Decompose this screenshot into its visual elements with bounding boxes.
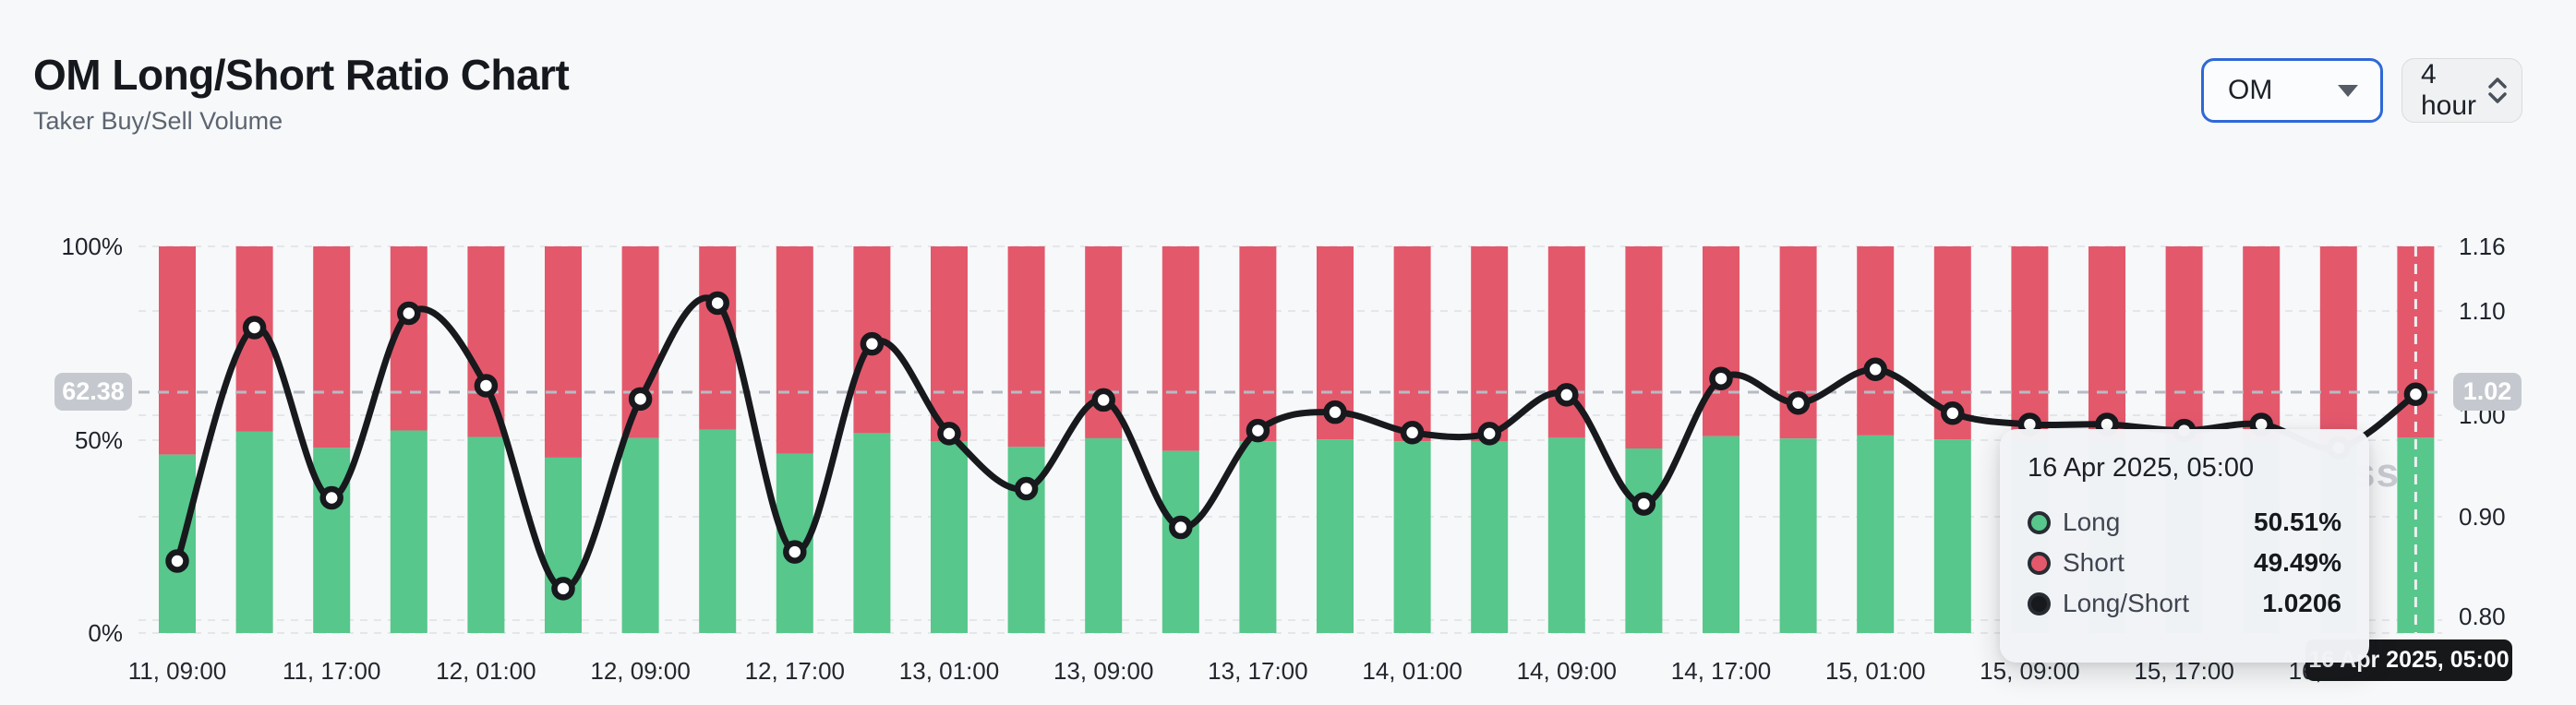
- bar-15, 01:00[interactable]: [1857, 246, 1895, 633]
- left-axis-labels: 100% 50% 0%: [62, 233, 124, 647]
- svg-text:11, 17:00: 11, 17:00: [283, 657, 381, 685]
- svg-text:12, 01:00: 12, 01:00: [436, 657, 536, 685]
- svg-text:0.80: 0.80: [2459, 603, 2506, 630]
- bar-13, 09:00[interactable]: [1085, 246, 1123, 633]
- crosshair-left-badge: 62.38: [54, 373, 132, 411]
- bar-14, 09:00[interactable]: [1547, 246, 1585, 633]
- bar-14, 13:00[interactable]: [1625, 246, 1663, 633]
- crosshair-right-badge: 1.02: [2453, 373, 2522, 411]
- series-dot-icon: [2028, 510, 2051, 534]
- svg-text:12, 09:00: 12, 09:00: [590, 657, 690, 685]
- svg-text:14, 09:00: 14, 09:00: [1517, 657, 1617, 685]
- bar-14, 21:00[interactable]: [1779, 246, 1817, 633]
- bar-14, 05:00[interactable]: [1471, 246, 1509, 633]
- chart-controls: OM 4 hour: [2201, 58, 2522, 123]
- bar-13, 01:00[interactable]: [931, 246, 968, 633]
- series-dot-icon: [2028, 591, 2051, 615]
- bar-13, 21:00[interactable]: [1317, 246, 1354, 633]
- chevron-up-icon: [2488, 78, 2507, 89]
- tooltip-series-value: 49.49%: [2254, 548, 2341, 577]
- svg-text:13, 09:00: 13, 09:00: [1053, 657, 1153, 685]
- interval-select[interactable]: 4 hour: [2401, 58, 2522, 123]
- bar-11, 17:00[interactable]: [313, 246, 351, 633]
- tooltip-series-value: 1.0206: [2262, 589, 2341, 617]
- svg-text:0.90: 0.90: [2459, 503, 2506, 531]
- bar-12, 05:00[interactable]: [545, 246, 582, 633]
- bar-12, 01:00[interactable]: [467, 246, 505, 633]
- bar-13, 05:00[interactable]: [1007, 246, 1045, 633]
- bar-15, 05:00[interactable]: [1933, 246, 1971, 633]
- chevron-down-icon: [2338, 84, 2358, 97]
- symbol-select[interactable]: OM: [2201, 58, 2383, 123]
- right-axis-labels: 1.161.101.000.900.80: [2459, 233, 2506, 630]
- tooltip-series-label: Long/Short: [2063, 589, 2189, 617]
- svg-text:14, 01:00: 14, 01:00: [1362, 657, 1462, 685]
- chart-tooltip: 16 Apr 2025, 05:00 Long 50.51% Short 49.49%…: [2000, 429, 2369, 663]
- bar-12, 21:00[interactable]: [853, 246, 891, 633]
- svg-text:50%: 50%: [75, 426, 123, 454]
- svg-text:15, 01:00: 15, 01:00: [1825, 657, 1925, 685]
- tooltip-row: Short 49.49%: [2028, 548, 2341, 578]
- chevron-down-icon: [2488, 92, 2507, 103]
- svg-text:13, 17:00: 13, 17:00: [1208, 657, 1307, 685]
- bar-13, 17:00[interactable]: [1239, 246, 1277, 633]
- ratio-points: [165, 291, 2428, 601]
- bar-11, 09:00[interactable]: [159, 246, 196, 633]
- svg-text:1.10: 1.10: [2459, 297, 2506, 325]
- symbol-select-value: OM: [2228, 75, 2273, 105]
- series-dot-icon: [2028, 551, 2051, 575]
- tooltip-row: Long/Short 1.0206: [2028, 589, 2341, 618]
- bar-13, 13:00[interactable]: [1162, 246, 1199, 633]
- tooltip-series-value: 50.51%: [2254, 508, 2341, 536]
- page-title: OM Long/Short Ratio Chart: [33, 51, 570, 99]
- tooltip-series-label: Long: [2063, 508, 2121, 536]
- bar-14, 01:00[interactable]: [1393, 246, 1431, 633]
- stepper-icons: [2488, 77, 2507, 104]
- svg-text:1.16: 1.16: [2459, 233, 2506, 260]
- svg-text:13, 01:00: 13, 01:00: [899, 657, 999, 685]
- tooltip-title: 16 Apr 2025, 05:00: [2028, 453, 2255, 483]
- svg-text:62.38: 62.38: [62, 377, 125, 405]
- bar-12, 17:00[interactable]: [776, 246, 813, 633]
- tooltip-series-label: Short: [2063, 548, 2125, 577]
- svg-text:11, 09:00: 11, 09:00: [128, 657, 227, 685]
- page-subtitle: Taker Buy/Sell Volume: [33, 107, 283, 135]
- svg-text:14, 17:00: 14, 17:00: [1671, 657, 1771, 685]
- crosshair: [138, 246, 2442, 634]
- svg-text:12, 17:00: 12, 17:00: [745, 657, 845, 685]
- bar-11, 13:00[interactable]: [235, 246, 273, 633]
- bar-14, 17:00[interactable]: [1703, 246, 1739, 633]
- svg-text:1.02: 1.02: [2463, 377, 2512, 405]
- svg-text:100%: 100%: [62, 233, 124, 260]
- svg-text:0%: 0%: [88, 619, 123, 647]
- interval-select-value: 4 hour: [2421, 59, 2477, 121]
- tooltip-row: Long 50.51%: [2028, 508, 2341, 537]
